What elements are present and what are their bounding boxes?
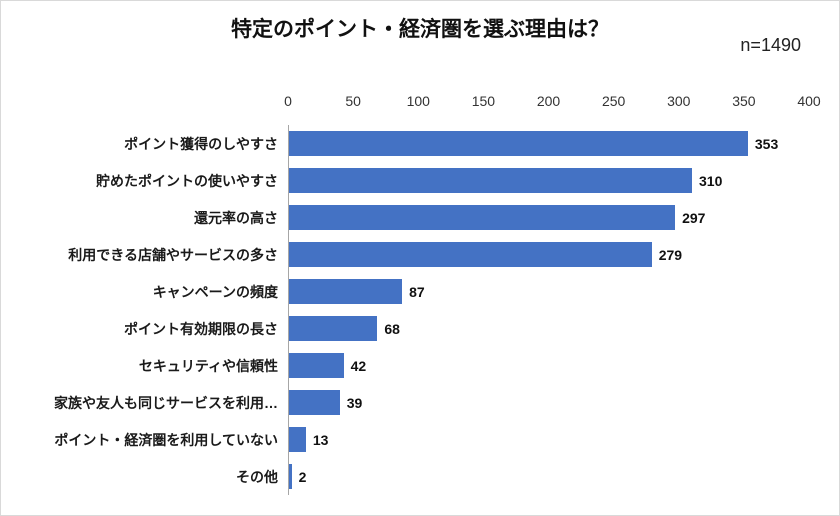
value-label: 2 — [298, 468, 307, 485]
category-label: ポイント有効期限の長さ — [124, 320, 278, 337]
bar-track: 310 — [288, 162, 809, 199]
bar — [289, 353, 344, 378]
value-label: 42 — [350, 357, 367, 374]
category-label: キャンペーンの頻度 — [152, 283, 278, 300]
bar-rows: ポイント獲得のしやすさ 353 貯めたポイントの使いやすさ 310 還元率の高さ 297 利… — [9, 125, 809, 495]
value-label: 279 — [658, 246, 683, 263]
category-label: その他 — [236, 468, 278, 485]
bar-row: 家族や友人も同じサービスを利用… 39 — [9, 384, 809, 421]
value-label: 39 — [346, 394, 363, 411]
value-label: 68 — [384, 320, 400, 337]
bar-track: 42 — [288, 347, 809, 384]
x-axis-tick: 200 — [536, 93, 561, 109]
bar — [289, 279, 403, 304]
bar-row: ポイント・経済圏を利用していない 13 — [9, 421, 809, 458]
x-axis-tick: 400 — [797, 93, 821, 109]
value-label: 310 — [699, 172, 723, 189]
category-label: セキュリティや信頼性 — [138, 357, 278, 374]
category-label: 利用できる店舗やサービスの多さ — [68, 246, 278, 263]
category-label: ポイント獲得のしやすさ — [124, 135, 278, 152]
category-label: 貯めたポイントの使いやすさ — [96, 172, 278, 189]
bar — [289, 427, 306, 452]
bar-track: 68 — [288, 310, 809, 347]
bar — [289, 131, 748, 156]
value-label: 87 — [409, 283, 425, 300]
bar-chart: 0 50 100 150 200 250 300 350 400 ポイント獲得のしやすさ 353 貯… — [9, 93, 821, 495]
category-label: 家族や友人も同じサービスを利用… — [54, 394, 278, 411]
bar — [289, 464, 292, 489]
x-axis-tick: 350 — [732, 93, 756, 109]
bar — [289, 168, 692, 193]
bar-track: 39 — [288, 384, 809, 421]
bar-track: 279 — [288, 236, 809, 273]
x-axis-tick: 50 — [345, 93, 361, 109]
bar-row: その他 2 — [9, 458, 809, 495]
bar — [289, 205, 676, 230]
category-label: 還元率の高さ — [194, 209, 278, 226]
bar-row: キャンペーンの頻度 87 — [9, 273, 809, 310]
bar-row: 還元率の高さ 297 — [9, 199, 809, 236]
x-axis-tick: 0 — [284, 93, 292, 109]
x-axis-tick: 250 — [601, 93, 626, 109]
bar — [289, 390, 340, 415]
bar-track: 297 — [288, 199, 809, 236]
value-label: 13 — [312, 431, 329, 448]
bar — [289, 242, 652, 267]
bar-row: 利用できる店舗やサービスの多さ 279 — [9, 236, 809, 273]
x-axis: 0 50 100 150 200 250 300 350 400 — [284, 93, 821, 115]
x-axis-tick: 100 — [406, 93, 430, 109]
x-axis-tick: 300 — [667, 93, 691, 109]
value-label: 353 — [754, 135, 779, 152]
bar-row: ポイント有効期限の長さ 68 — [9, 310, 809, 347]
sample-size-label: n=1490 — [740, 35, 801, 55]
bar-track: 87 — [288, 273, 809, 310]
bar-row: 貯めたポイントの使いやすさ 310 — [9, 162, 809, 199]
bar-row: ポイント獲得のしやすさ 353 — [9, 125, 809, 162]
bar-track: 13 — [288, 421, 809, 458]
value-label: 297 — [682, 209, 706, 226]
category-label: ポイント・経済圏を利用していない — [54, 431, 278, 448]
bar-track: 2 — [288, 458, 809, 495]
bar — [289, 316, 378, 341]
bar-row: セキュリティや信頼性 42 — [9, 347, 809, 384]
bar-track: 353 — [288, 125, 809, 162]
x-axis-tick: 150 — [471, 93, 496, 109]
chart-title: 特定のポイント・経済圏を選ぶ理由は？ — [231, 18, 609, 41]
